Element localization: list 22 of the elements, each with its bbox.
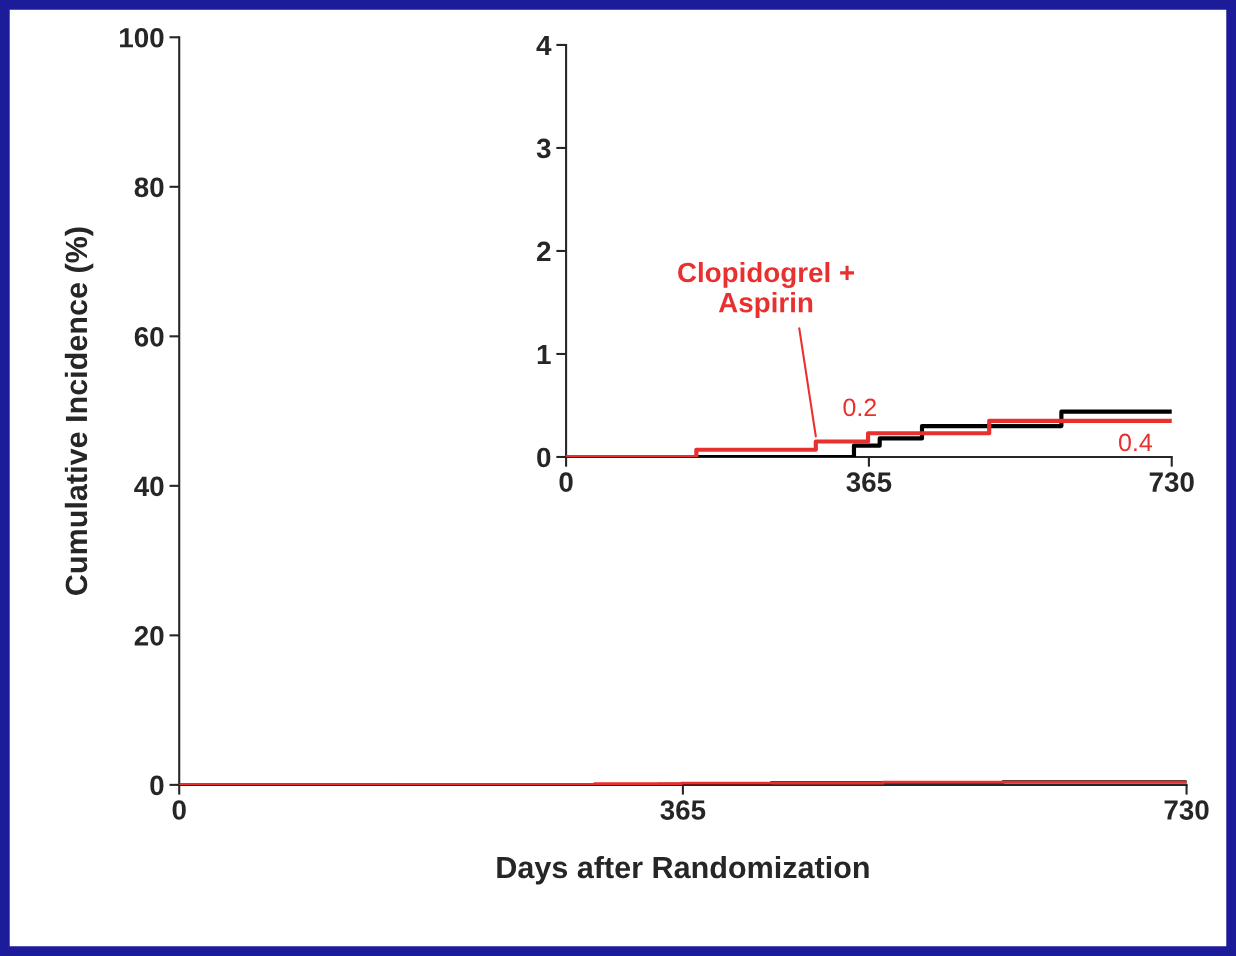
y-tick-label: 40 <box>134 476 164 497</box>
annotation: 0.2 <box>843 398 876 417</box>
y-tick-label: 2 <box>537 241 551 262</box>
y-tick-label: 3 <box>536 138 551 159</box>
annotation: 0.4 <box>1118 433 1153 452</box>
x-tick-label: 0 <box>172 800 186 820</box>
y-tick-label: 80 <box>134 177 164 198</box>
y-tick-label: 0 <box>150 775 164 796</box>
x-tick-label: 0 <box>559 472 573 492</box>
x-tick-label: 365 <box>846 472 892 492</box>
y-tick-label: 0 <box>537 447 551 468</box>
x-axis-title: Days after Randomization <box>497 855 869 885</box>
y-tick-label: 20 <box>134 626 164 646</box>
y-tick-label: 60 <box>134 326 164 347</box>
x-tick-label: 730 <box>1164 800 1209 820</box>
y-tick-label: 1 <box>537 344 551 365</box>
y-tick-label: 4 <box>536 35 552 55</box>
x-tick-label: 730 <box>1149 472 1194 492</box>
y-axis-title: Cumulative Incidence (%) <box>64 227 94 595</box>
y-tick-label: 100 <box>120 27 164 48</box>
text: Clopidogrel + Aspirin <box>678 261 855 318</box>
x-tick-label: 365 <box>660 800 706 820</box>
